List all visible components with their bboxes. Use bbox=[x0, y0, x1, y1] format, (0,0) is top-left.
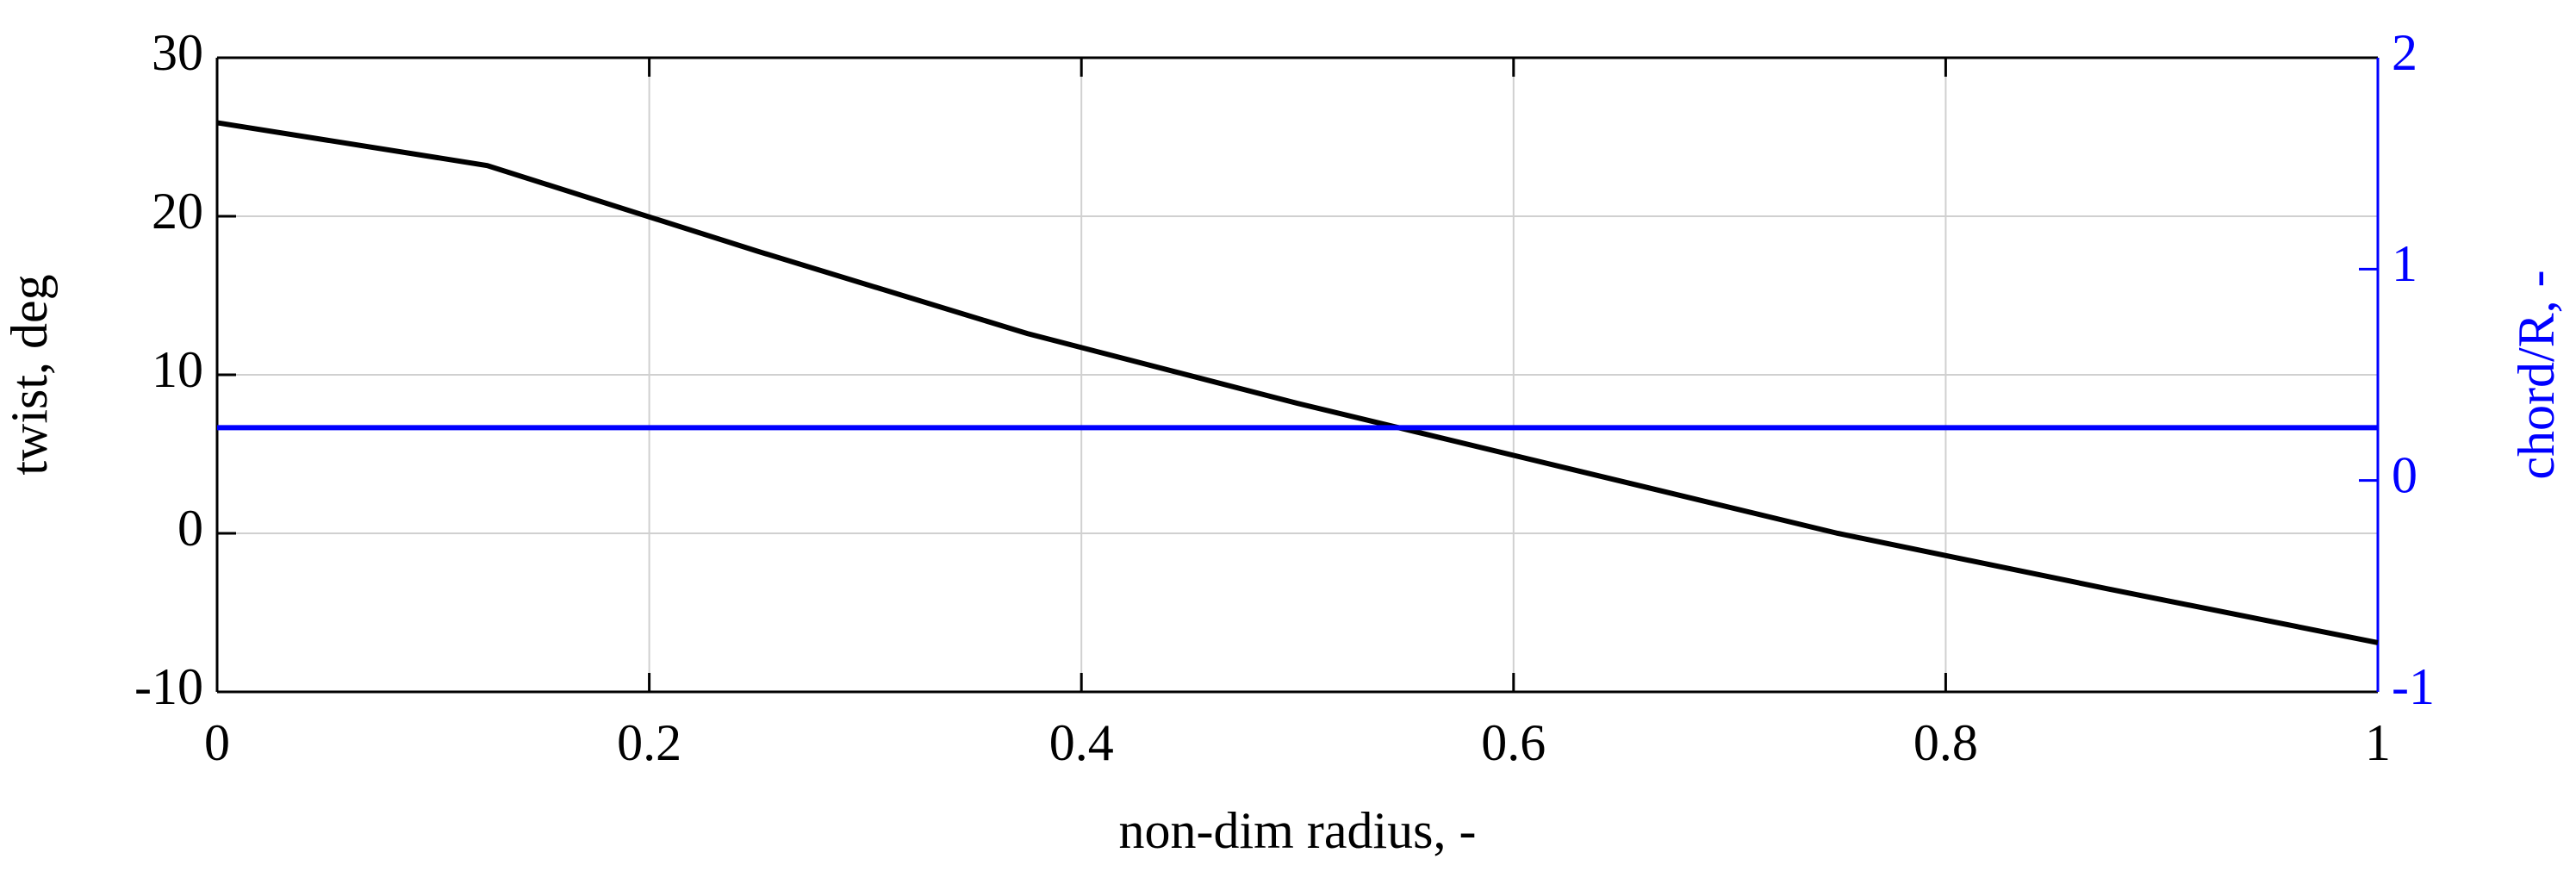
y-tick-label: 20 bbox=[152, 183, 203, 240]
y2-tick-label: 2 bbox=[2392, 24, 2417, 81]
y2-tick-label: 1 bbox=[2392, 235, 2417, 292]
y2-tick-label: -1 bbox=[2392, 658, 2435, 715]
y-tick-label: 30 bbox=[152, 24, 203, 81]
y-tick-label: 10 bbox=[152, 341, 203, 398]
y2-tick-label: 0 bbox=[2392, 446, 2417, 503]
series-line bbox=[216, 120, 2379, 645]
y2-axis-label: chord/R, - bbox=[2508, 270, 2565, 479]
x-tick-label: 0 bbox=[204, 714, 230, 771]
x-tick-label: 0.4 bbox=[1049, 714, 1114, 771]
y-axis-label: twist, deg bbox=[1, 274, 58, 475]
x-tick-label: 0.2 bbox=[617, 714, 681, 771]
x-tick-label: 0.8 bbox=[1913, 714, 1978, 771]
x-tick-label: 1 bbox=[2365, 714, 2391, 771]
y-tick-label: 0 bbox=[177, 500, 203, 557]
x-axis-label: non-dim radius, - bbox=[1119, 802, 1477, 859]
y-tick-label: -10 bbox=[134, 658, 203, 715]
x-tick-label: 0.6 bbox=[1481, 714, 1546, 771]
